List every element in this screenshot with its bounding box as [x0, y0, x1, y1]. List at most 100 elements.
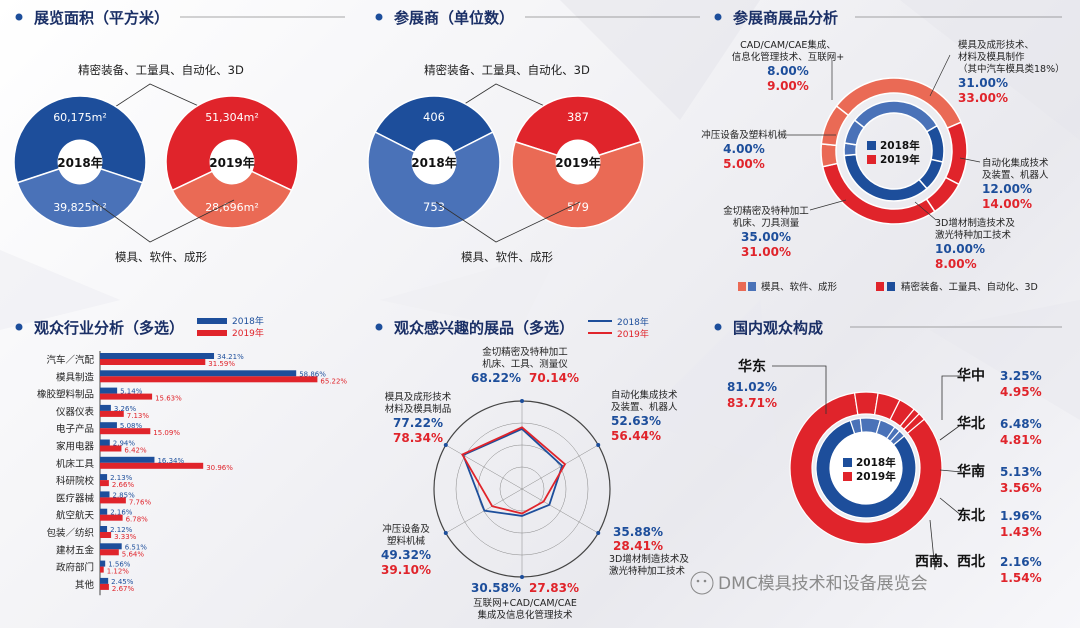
panel-title-industry: 观众行业分析（多选）: [15, 319, 184, 337]
data-label-2019: 6.42%: [124, 447, 147, 455]
pie-slice-label: 387: [567, 110, 589, 124]
region-name: 华东: [738, 358, 766, 375]
bullet-icon: [714, 323, 722, 331]
bar-2019: [100, 445, 122, 452]
value-2019: 56.44%: [611, 429, 661, 443]
region-name: 华南: [957, 463, 985, 480]
category-label: 政府部门: [56, 562, 94, 574]
value-2019: 1.43%: [1000, 525, 1042, 539]
category-label: 航空航天: [56, 510, 95, 522]
donut-segment-2018: [925, 124, 945, 163]
pie-hole: [555, 139, 601, 185]
bar-2019: [100, 480, 109, 487]
value-2019: 28.41%: [613, 539, 663, 553]
value-2018: 3.25%: [1000, 369, 1042, 383]
pie-hole: [57, 139, 103, 185]
bar-2019: [100, 410, 124, 417]
category-label: CAD/CAM/CAE集成、: [740, 39, 836, 51]
axis-label: 3D增材制造技术及: [609, 553, 689, 565]
region-name: 华北: [957, 415, 985, 432]
legend-2018-label: 2018年: [232, 315, 264, 327]
pie-slice: [16, 161, 144, 229]
products-title: 参展商展品分析: [733, 9, 838, 27]
bar-2018: [100, 422, 117, 429]
axis-label: 金切精密及特种加工: [482, 346, 568, 358]
category-label: 家用电器: [56, 441, 95, 453]
axis-label: 集成及信息化管理技术: [477, 609, 573, 621]
data-label-2018: 16.34%: [157, 457, 184, 465]
legend-precision-label: 精密装备、工量具、自动化、3D: [901, 281, 1038, 293]
legend-swatch-2019: [843, 472, 852, 481]
value-2019: 39.10%: [381, 563, 431, 577]
donut-segment-2018: [853, 100, 939, 133]
donut-center-2019: 2019年: [880, 153, 920, 166]
axis-label: 机床、工具、测量仪: [482, 358, 568, 370]
value-2018: 49.32%: [381, 548, 431, 562]
background-decoration: [560, 0, 1080, 470]
value-2018: 30.58%: [471, 581, 521, 595]
bar-2018: [100, 474, 108, 481]
radar-axis: [521, 444, 599, 490]
area-bottom-label: 模具、软件、成形: [115, 250, 207, 264]
bar-2019: [100, 532, 112, 538]
pie-slice: [374, 95, 494, 163]
axis-label: 及装置、机器人: [611, 401, 678, 413]
exhibitor-pies: 2018年 406 753 2019年 387 579: [367, 95, 645, 229]
leader-line: [772, 365, 827, 414]
bar-2018: [100, 404, 111, 411]
value-2018: 31.00%: [958, 76, 1008, 90]
radar-series-n2019: [461, 426, 567, 515]
panel-title-interest: 观众感兴趣的展品（多选）: [375, 319, 574, 337]
value-2018: 52.63%: [611, 414, 661, 428]
axis-label: 激光特种加工技术: [609, 565, 686, 577]
data-label-2018: 2.16%: [110, 509, 133, 517]
legend-swatch-2018: [843, 458, 852, 467]
bar-2019: [100, 497, 126, 504]
area-top-label: 精密装备、工量具、自动化、3D: [78, 63, 244, 77]
industry-legend: 2018年 2019年: [197, 315, 264, 339]
leader-line: [941, 375, 962, 420]
category-label: 激光特种加工技术: [935, 229, 1012, 241]
axis-label: 塑料机械: [387, 535, 426, 547]
bar-2019: [100, 428, 151, 435]
value-2018: 35.00%: [741, 230, 791, 244]
products-chart: 2018年2019年模具及成形技术、材料及模具制作（其中汽车模具类18%）31.…: [701, 39, 1064, 271]
value-2018: 81.02%: [727, 380, 777, 394]
category-label: 模具制造: [56, 371, 95, 383]
data-label-2018: 2.94%: [113, 440, 136, 448]
bar-2019: [100, 359, 206, 365]
bar-2019: [100, 566, 104, 573]
value-2019: 4.81%: [1000, 433, 1042, 447]
category-label: 模具及成形技术、: [958, 39, 1034, 51]
bullet-icon: [15, 13, 23, 21]
data-label-2019: 30.96%: [206, 464, 233, 472]
radar-axis-dot: [596, 531, 601, 535]
legend-2018-label: 2018年: [617, 316, 649, 328]
value-2018: 10.00%: [935, 242, 985, 256]
wechat-icon: [690, 571, 714, 595]
data-label-2019: 15.09%: [153, 429, 180, 437]
category-label: 其他: [75, 579, 95, 591]
bar-2018: [100, 387, 118, 394]
radar-axis-dot: [596, 443, 601, 447]
data-label-2019: 31.59%: [208, 360, 235, 368]
area-title: 展览面积（平方米）: [34, 9, 169, 27]
category-label: 机床、刀具测量: [733, 217, 800, 229]
legend-swatch-2019: [867, 155, 876, 164]
legend-swatch: [887, 282, 895, 291]
industry-title: 观众行业分析（多选）: [34, 319, 184, 337]
donut-hole: [830, 432, 902, 504]
watermark-text: DMC模具技术和设备展览会: [718, 574, 928, 594]
value-2019: 3.56%: [1000, 481, 1042, 495]
value-2018: 35.88%: [613, 525, 663, 539]
category-label: 汽车／汽配: [46, 354, 94, 366]
value-2018: 4.00%: [723, 142, 765, 156]
donut-center-2018: 2018年: [880, 139, 920, 152]
leader-line: [929, 519, 936, 571]
panel-title-products: 参展商展品分析: [714, 9, 838, 27]
data-label-2018: 58.86%: [299, 370, 326, 378]
pie-slice: [514, 95, 642, 163]
pie-hole: [411, 139, 457, 185]
leader-line: [914, 201, 937, 221]
interest-title: 观众感兴趣的展品（多选）: [394, 319, 574, 337]
